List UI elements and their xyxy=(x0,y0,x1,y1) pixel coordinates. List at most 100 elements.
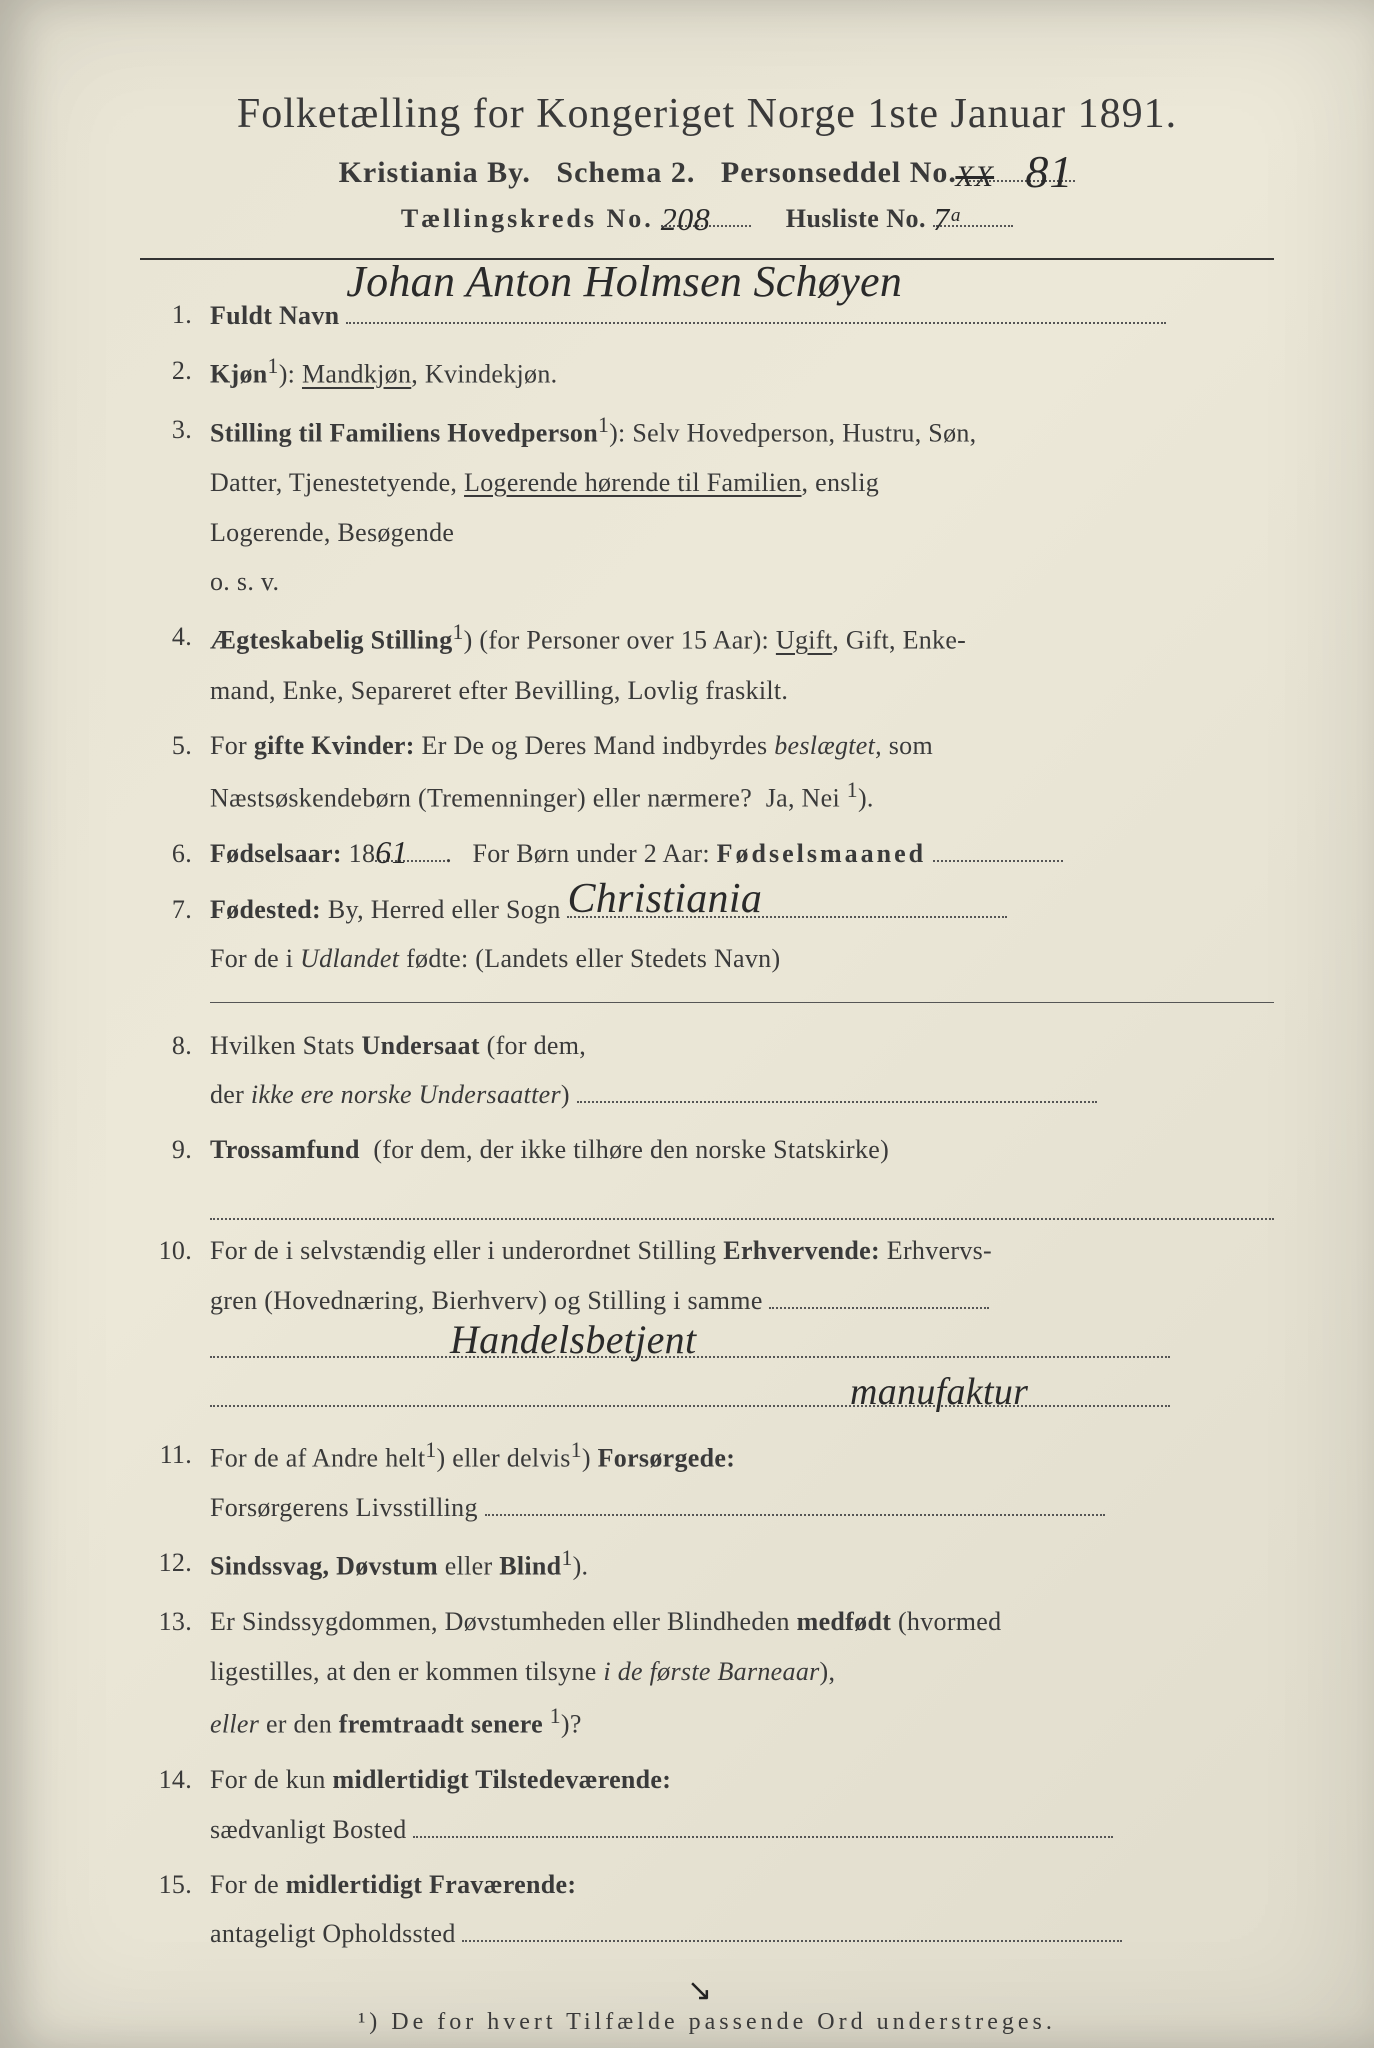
item-7: 7. Fødested: By, Herred eller Sogn Chris… xyxy=(140,885,1274,984)
text-a: For de kun xyxy=(210,1765,326,1794)
field-label: Stilling til Familiens Hovedperson xyxy=(210,419,598,448)
field-label: Trossamfund xyxy=(210,1135,360,1164)
husliste-label: Husliste No. xyxy=(786,204,926,233)
text-b: (for dem, xyxy=(487,1031,586,1060)
item-body: Fødested: By, Herred eller Sogn Christia… xyxy=(210,885,1274,984)
field-label: Fødested: xyxy=(210,895,321,924)
item-5: 5. For gifte Kvinder: Er De og Deres Man… xyxy=(140,721,1274,823)
occupation-value-1: Handelsbetjent xyxy=(450,1302,696,1378)
field-label: Fuldt Navn xyxy=(210,301,339,330)
field-label: Fødselsaar: xyxy=(210,839,342,868)
item-number: 15. xyxy=(140,1860,210,1959)
item-12: 12. Sindssvag, Døvstum eller Blind1). xyxy=(140,1538,1274,1591)
item-number: 7. xyxy=(140,885,210,984)
occupation-line-2: manufaktur xyxy=(210,1374,1274,1423)
item-15: 15. For de midlertidigt Fraværende: anta… xyxy=(140,1860,1274,1959)
birth-year-value: 61 xyxy=(375,822,408,883)
field-label: Kjøn xyxy=(210,360,268,389)
kreds-label: Tællingskreds No. xyxy=(401,204,654,233)
paren-text: (for Personer over 15 Aar): xyxy=(479,626,769,655)
form-header: Folketælling for Kongeriget Norge 1ste J… xyxy=(140,90,1274,234)
option-selected: Ugift xyxy=(776,626,832,655)
item-14: 14. For de kun midlertidigt Tilstedevære… xyxy=(140,1755,1274,1854)
item-number: 1. xyxy=(140,290,210,340)
sup-ref: 1 xyxy=(571,1438,582,1462)
item-9: 9. Trossamfund (for dem, der ikke tilhør… xyxy=(140,1125,1274,1220)
occupation-value-2: manufaktur xyxy=(850,1356,1028,1428)
option-selected: Logerende hørende til Familien xyxy=(464,468,802,497)
sup-ref: 1 xyxy=(598,413,609,437)
text-a: For de xyxy=(210,1870,279,1899)
item-13: 13. Er Sindssygdommen, Døvstumheden elle… xyxy=(140,1597,1274,1749)
name-value: Johan Anton Holmsen Schøyen xyxy=(346,240,902,324)
religion-field xyxy=(210,1179,1274,1221)
birth-month-field xyxy=(933,860,1063,862)
field-label: midlertidigt Tilstedeværende: xyxy=(332,1765,671,1794)
birth-year-field: 61 xyxy=(375,829,445,878)
option-selected: Mandkjøn xyxy=(302,360,411,389)
name-field: Johan Anton Holmsen Schøyen xyxy=(346,290,1166,324)
field-label: gifte Kvinder: xyxy=(254,731,415,760)
item-body: For de kun midlertidigt Tilstedeværende:… xyxy=(210,1755,1274,1854)
item-8: 8. Hvilken Stats Undersaat (for dem, der… xyxy=(140,1021,1274,1120)
personseddel-no-field: XX 81 xyxy=(965,156,1075,190)
field-label: Forsørgede: xyxy=(598,1443,736,1472)
item-number: 13. xyxy=(140,1597,210,1749)
item-number: 3. xyxy=(140,405,210,606)
item-number: 12. xyxy=(140,1538,210,1591)
item-body: Er Sindssygdommen, Døvstumheden eller Bl… xyxy=(210,1597,1274,1749)
kreds-no-field: 208 xyxy=(661,204,751,234)
form-items: 1. Fuldt Navn Johan Anton Holmsen Schøye… xyxy=(140,290,1274,1959)
item-2: 2. Kjøn1): Mandkjøn, Kvindekjøn. xyxy=(140,346,1274,399)
form-subtitle: Kristiania By. Schema 2. Personseddel No… xyxy=(140,156,1274,190)
sup-ref: 1 xyxy=(550,1704,561,1728)
sup-ref: 1 xyxy=(847,778,858,802)
schema-label: Schema 2. xyxy=(556,156,695,189)
text-a: For de i selvstændig eller i underordnet… xyxy=(210,1236,716,1265)
sup-ref: 1 xyxy=(453,620,464,644)
field-label: Undersaat xyxy=(362,1031,480,1060)
field-text: (for dem, der ikke tilhøre den norske St… xyxy=(373,1135,889,1164)
item-body: For de i selvstændig eller i underordnet… xyxy=(210,1226,1274,1424)
field-label: Erhvervende: xyxy=(723,1236,880,1265)
item-number: 14. xyxy=(140,1755,210,1854)
item-body: For de af Andre helt1) eller delvis1) Fo… xyxy=(210,1430,1274,1532)
item-number: 8. xyxy=(140,1021,210,1120)
field-label: Sindssvag, Døvstum xyxy=(210,1552,438,1581)
year-prefix: 18 xyxy=(349,839,376,868)
usual-residence-field xyxy=(413,1836,1113,1838)
item-number: 4. xyxy=(140,612,210,714)
item-11: 11. For de af Andre helt1) eller delvis1… xyxy=(140,1430,1274,1532)
line2-label: Forsørgerens Livsstilling xyxy=(210,1493,478,1522)
section-divider xyxy=(210,1002,1274,1003)
kreds-no-value: 208 xyxy=(661,201,711,238)
field-label: midlertidigt Fraværende: xyxy=(286,1870,577,1899)
item-number: 9. xyxy=(140,1125,210,1220)
field-label-2: Blind xyxy=(499,1552,561,1581)
item-4: 4. Ægteskabelig Stilling1) (for Personer… xyxy=(140,612,1274,714)
item-3: 3. Stilling til Familiens Hovedperson1):… xyxy=(140,405,1274,606)
line2-label: sædvanligt Bosted xyxy=(210,1815,407,1844)
item-body: Sindssvag, Døvstum eller Blind1). xyxy=(210,1538,1274,1591)
birthplace-field: Christiania xyxy=(567,885,1007,934)
sup-ref: 1 xyxy=(425,1438,436,1462)
field-text: By, Herred eller Sogn xyxy=(328,895,561,924)
husliste-no-field: 7ᵃ xyxy=(933,204,1013,234)
form-title: Folketælling for Kongeriget Norge 1ste J… xyxy=(140,90,1274,138)
occupation-line-1: Handelsbetjent xyxy=(210,1325,1274,1374)
personseddel-label: Personseddel No. xyxy=(721,156,957,189)
personseddel-no-value: 81 xyxy=(1025,145,1073,198)
item-body: For de midlertidigt Fraværende: antageli… xyxy=(210,1860,1274,1959)
line2-label: antageligt Opholdssted xyxy=(210,1919,456,1948)
item-number: 5. xyxy=(140,721,210,823)
field-label: Ægteskabelig Stilling xyxy=(210,626,453,655)
item-body: Trossamfund (for dem, der ikke tilhøre d… xyxy=(210,1125,1274,1220)
census-form-page: Folketælling for Kongeriget Norge 1ste J… xyxy=(0,0,1374,2048)
text-b: eller delvis xyxy=(452,1443,570,1472)
etc-label: o. s. v. xyxy=(210,567,279,596)
sup-ref: 1 xyxy=(561,1546,572,1570)
item-body: Ægteskabelig Stilling1) (for Personer ov… xyxy=(210,612,1274,714)
city-label: Kristiania By. xyxy=(339,156,531,189)
birthplace-value: Christiania xyxy=(567,860,762,940)
item-number: 11. xyxy=(140,1430,210,1532)
